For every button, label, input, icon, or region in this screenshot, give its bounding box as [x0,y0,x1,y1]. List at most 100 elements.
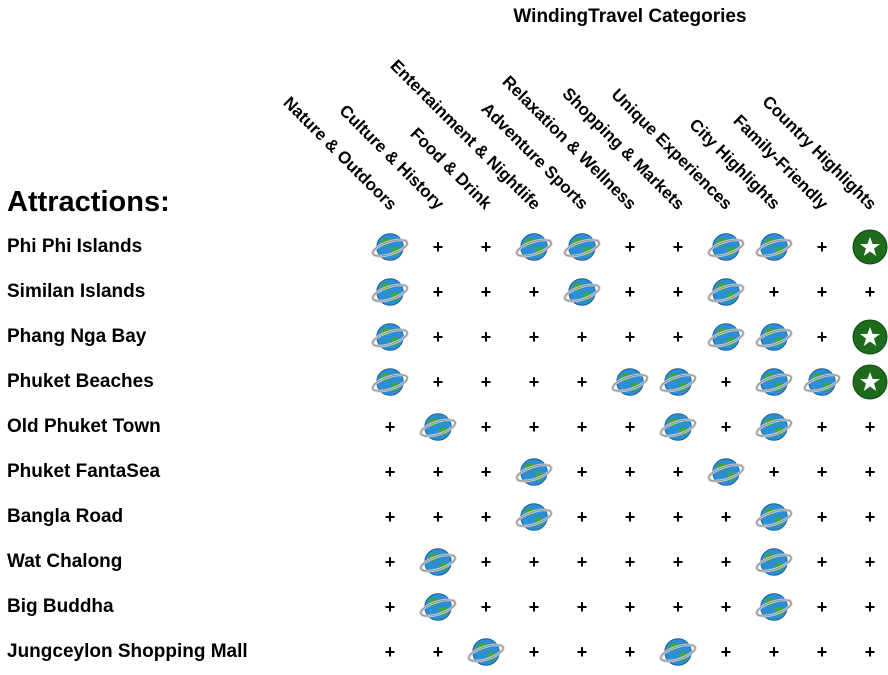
plus-symbol: + [480,237,492,257]
globe-icon [658,632,698,672]
plus-icon: + [802,317,842,357]
plus-icon: + [370,407,410,447]
plus-icon: + [610,542,650,582]
star-icon [850,362,888,402]
globe-icon [562,227,602,267]
plus-icon: + [610,497,650,537]
globe-icon [514,452,554,492]
globe-icon [706,317,746,357]
globe-icon [754,497,794,537]
plus-symbol: + [624,552,636,572]
plus-symbol: + [432,372,444,392]
plus-icon: + [754,452,794,492]
plus-symbol: + [480,372,492,392]
globe-icon [754,317,794,357]
globe-icon [370,317,410,357]
plus-icon: + [658,317,698,357]
plus-symbol: + [768,642,780,662]
attractions-label: Attractions: [7,186,170,218]
plus-icon: + [610,452,650,492]
plus-icon: + [706,632,746,672]
plus-icon: + [706,362,746,402]
plus-symbol: + [720,417,732,437]
plus-icon: + [370,542,410,582]
plus-icon: + [610,632,650,672]
plus-symbol: + [672,282,684,302]
plus-icon: + [562,452,602,492]
plus-symbol: + [528,282,540,302]
plus-symbol: + [864,417,876,437]
globe-icon [802,362,842,402]
plus-symbol: + [864,552,876,572]
plus-icon: + [514,272,554,312]
plus-icon: + [610,272,650,312]
plus-icon: + [754,272,794,312]
plus-symbol: + [816,282,828,302]
plus-icon: + [850,542,888,582]
plus-icon: + [562,542,602,582]
globe-icon [610,362,650,402]
globe-icon [706,227,746,267]
plus-icon: + [802,632,842,672]
plus-icon: + [418,632,458,672]
plus-symbol: + [480,417,492,437]
plus-symbol: + [528,597,540,617]
globe-icon [754,542,794,582]
plus-icon: + [658,587,698,627]
plus-icon: + [562,317,602,357]
plus-icon: + [418,227,458,267]
plus-symbol: + [384,597,396,617]
plus-icon: + [418,362,458,402]
plus-icon: + [514,317,554,357]
plus-icon: + [802,407,842,447]
plus-icon: + [418,272,458,312]
globe-icon [370,227,410,267]
plus-icon: + [466,497,506,537]
plus-symbol: + [576,417,588,437]
plus-icon: + [658,542,698,582]
plus-symbol: + [432,282,444,302]
plus-symbol: + [624,597,636,617]
plus-icon: + [370,632,410,672]
plus-symbol: + [576,462,588,482]
plus-icon: + [514,632,554,672]
plus-symbol: + [480,282,492,302]
plus-symbol: + [480,597,492,617]
plus-symbol: + [672,552,684,572]
plus-icon: + [850,272,888,312]
plus-symbol: + [816,237,828,257]
plus-symbol: + [768,462,780,482]
plus-symbol: + [816,642,828,662]
globe-icon [706,272,746,312]
star-icon [850,317,888,357]
plus-symbol: + [816,462,828,482]
plus-symbol: + [432,237,444,257]
plus-icon: + [466,362,506,402]
plus-symbol: + [816,552,828,572]
globe-icon [370,272,410,312]
plus-icon: + [514,542,554,582]
plus-symbol: + [672,327,684,347]
plus-icon: + [562,362,602,402]
attraction-label: Phuket Beaches [7,371,154,392]
plus-icon: + [610,317,650,357]
globe-icon [514,497,554,537]
plus-symbol: + [528,552,540,572]
plus-symbol: + [576,327,588,347]
plus-symbol: + [720,642,732,662]
plus-icon: + [658,497,698,537]
plus-symbol: + [576,507,588,527]
attraction-label: Phuket FantaSea [7,461,161,482]
plus-symbol: + [864,462,876,482]
plus-icon: + [706,542,746,582]
plus-symbol: + [432,507,444,527]
plus-icon: + [802,272,842,312]
plus-icon: + [802,587,842,627]
plus-icon: + [370,452,410,492]
plus-symbol: + [864,597,876,617]
plus-icon: + [562,632,602,672]
plus-symbol: + [720,372,732,392]
plus-symbol: + [384,462,396,482]
plus-symbol: + [768,282,780,302]
plus-icon: + [562,587,602,627]
